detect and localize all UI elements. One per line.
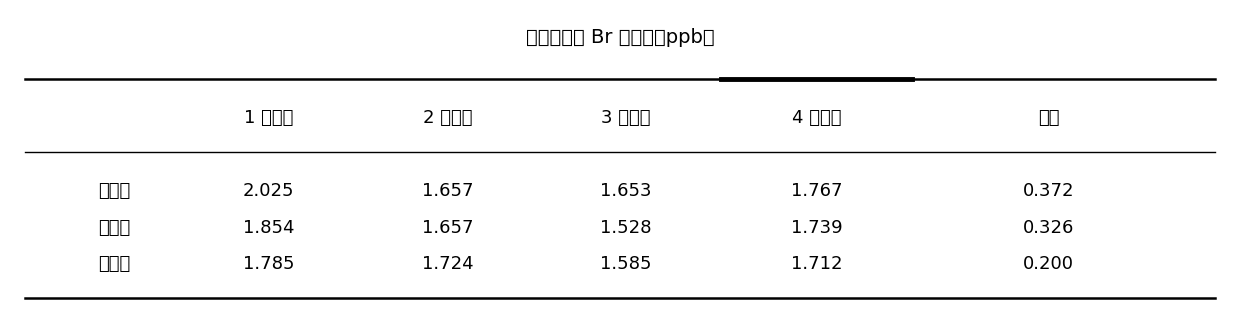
Text: 1.653: 1.653 [600, 182, 652, 200]
Text: 第二天: 第二天 [98, 219, 130, 237]
Text: 不同氧弹的 Br 空白值（ppb）: 不同氧弹的 Br 空白值（ppb） [526, 28, 714, 47]
Text: 第一天: 第一天 [98, 182, 130, 200]
Text: 1 号氧弹: 1 号氧弹 [244, 109, 294, 127]
Text: 1.528: 1.528 [600, 219, 652, 237]
Text: 第三天: 第三天 [98, 255, 130, 273]
Text: 1.724: 1.724 [422, 255, 474, 273]
Text: 3 号氧弹: 3 号氧弹 [601, 109, 651, 127]
Text: 1.657: 1.657 [422, 219, 474, 237]
Text: 1.712: 1.712 [791, 255, 842, 273]
Text: 0.200: 0.200 [1023, 255, 1074, 273]
Text: 1.585: 1.585 [600, 255, 652, 273]
Text: 1.739: 1.739 [791, 219, 842, 237]
Text: 0.372: 0.372 [1023, 182, 1074, 200]
Text: 1.767: 1.767 [791, 182, 842, 200]
Text: 2 号氧弹: 2 号氧弹 [423, 109, 472, 127]
Text: 1.785: 1.785 [243, 255, 295, 273]
Text: 4 号氧弹: 4 号氧弹 [791, 109, 841, 127]
Text: 0.326: 0.326 [1023, 219, 1074, 237]
Text: 1.657: 1.657 [422, 182, 474, 200]
Text: 2.025: 2.025 [243, 182, 295, 200]
Text: 1.854: 1.854 [243, 219, 295, 237]
Text: 极差: 极差 [1038, 109, 1059, 127]
